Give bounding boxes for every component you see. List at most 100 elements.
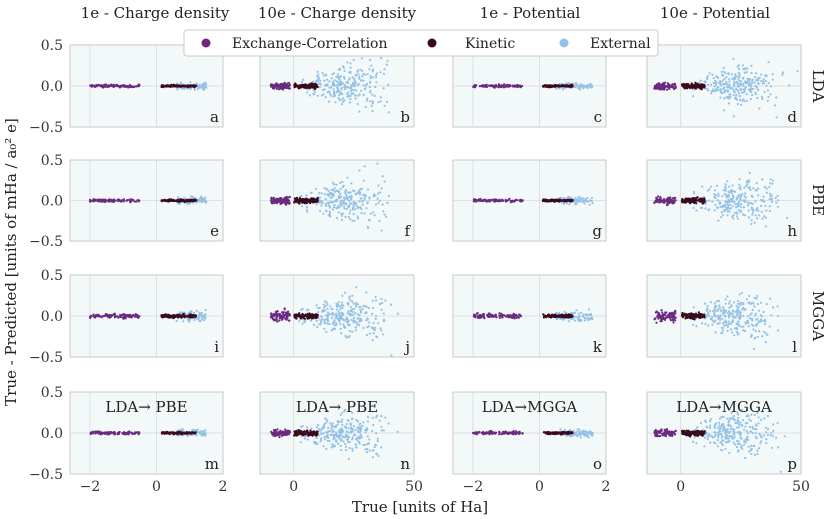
point-external	[763, 82, 766, 85]
point-external	[575, 203, 578, 206]
point-kinetic	[194, 84, 197, 87]
point-external	[329, 196, 332, 199]
point-external	[715, 81, 718, 84]
point-xc	[674, 83, 677, 86]
point-external	[332, 88, 335, 91]
point-xc	[484, 84, 487, 87]
point-external	[741, 308, 744, 311]
point-external	[767, 95, 770, 99]
point-external	[387, 83, 390, 86]
point-external	[189, 87, 192, 91]
point-external	[720, 216, 723, 219]
panel-letter: i	[214, 338, 219, 356]
point-external	[365, 334, 369, 337]
point-external	[588, 203, 591, 206]
point-external	[728, 93, 731, 96]
point-external	[726, 202, 729, 205]
point-external	[331, 313, 334, 316]
point-external	[575, 315, 578, 318]
point-kinetic	[192, 314, 195, 317]
point-external	[347, 303, 350, 306]
panel-c: c	[452, 44, 607, 128]
point-xc	[287, 319, 291, 322]
point-external	[345, 207, 348, 210]
point-external	[731, 197, 734, 200]
point-external	[337, 205, 340, 208]
point-external	[738, 293, 741, 296]
point-external	[342, 97, 345, 100]
point-external	[747, 203, 750, 206]
point-external	[372, 76, 375, 79]
point-xc	[136, 199, 139, 202]
point-external	[724, 302, 727, 305]
point-xc	[112, 200, 115, 203]
point-external	[705, 315, 708, 318]
point-external	[328, 212, 331, 215]
point-xc	[474, 314, 477, 317]
point-external	[342, 75, 346, 79]
panel-letter: k	[593, 338, 603, 356]
point-external	[722, 66, 725, 69]
point-xc	[521, 84, 524, 88]
point-external	[348, 86, 351, 90]
point-external	[764, 323, 767, 326]
point-external	[720, 326, 723, 329]
point-xc	[282, 311, 285, 314]
point-external	[305, 208, 308, 211]
point-external	[761, 217, 764, 220]
point-external	[726, 180, 729, 183]
point-xc	[270, 200, 273, 203]
point-external	[339, 187, 342, 191]
point-xc	[288, 195, 291, 199]
point-external	[374, 317, 377, 320]
point-external	[377, 184, 380, 187]
point-external	[339, 308, 342, 311]
y-tick-label: 0.0	[41, 194, 63, 210]
point-external	[189, 310, 192, 313]
point-external	[195, 309, 198, 312]
point-external	[333, 79, 336, 82]
point-xc	[669, 316, 672, 319]
point-external	[586, 316, 589, 319]
point-kinetic	[297, 87, 300, 90]
point-external	[743, 90, 746, 93]
point-xc	[286, 314, 289, 317]
point-external	[567, 82, 570, 85]
point-external	[350, 86, 353, 90]
point-external	[344, 215, 347, 218]
point-external	[731, 315, 734, 318]
point-external	[192, 311, 195, 314]
point-xc	[271, 317, 274, 320]
point-kinetic	[544, 199, 547, 202]
point-external	[738, 183, 741, 186]
point-external	[728, 200, 732, 203]
point-external	[359, 193, 362, 196]
point-external	[349, 310, 353, 313]
point-external	[742, 213, 745, 216]
point-external	[361, 74, 364, 78]
point-external	[345, 317, 348, 321]
point-external	[334, 101, 337, 104]
point-external	[753, 76, 757, 79]
point-xc	[122, 317, 125, 320]
point-kinetic	[688, 314, 692, 317]
point-external	[335, 75, 338, 79]
point-kinetic	[167, 315, 170, 318]
point-external	[714, 306, 717, 309]
point-external	[721, 91, 724, 94]
point-external	[727, 193, 730, 197]
point-external	[354, 207, 357, 211]
point-xc	[482, 313, 485, 316]
point-external	[738, 75, 741, 78]
point-external	[390, 303, 393, 306]
point-external	[775, 96, 778, 99]
point-external	[712, 81, 715, 85]
point-external	[752, 187, 755, 190]
point-external	[742, 82, 745, 85]
point-external	[354, 329, 357, 332]
panel-b: b	[259, 44, 415, 128]
point-external	[337, 211, 340, 214]
point-xc	[491, 85, 494, 88]
point-kinetic	[700, 313, 703, 316]
point-external	[730, 304, 733, 307]
